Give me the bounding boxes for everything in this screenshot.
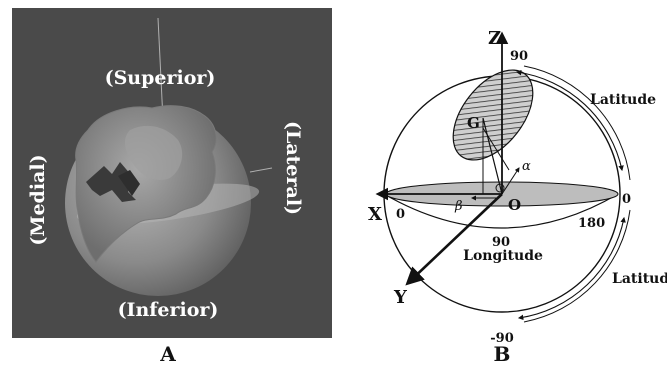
value-lon-180: 180 [578,216,605,231]
latitude-arc-outer [523,65,631,181]
panel-a-caption: A [159,342,176,366]
panel-b: Z X Y O G α β Latitude Latitude Longitud… [368,28,667,346]
latitude-arc-bottom-outer [523,209,631,323]
panel-b-longitude-arc [383,193,619,229]
alpha-arrow [501,167,520,195]
label-lateral: (Lateral) [282,121,304,215]
panel-a-bone-highlight [124,125,183,181]
panel-a: (Superior) (Inferior) (Medial) (Lateral) [12,8,332,338]
axis-label-z: Z [488,28,501,49]
panel-a-axis-line [157,17,164,121]
y-axis [405,193,503,286]
latitude-label-top: Latitude [590,92,656,108]
g-projection [482,127,510,171]
vector-g [482,117,503,195]
angle-label-beta: β [454,199,463,214]
point-label-o: O [508,196,521,214]
label-inferior: (Inferior) [118,299,219,321]
panel-a-dark-structure-2 [118,170,140,196]
value-lat-bottom: -90 [490,331,514,346]
angle-label-alpha: α [522,159,531,174]
latitude-arc-top [515,69,624,172]
axis-label-x: X [368,204,382,225]
label-medial: (Medial) [27,154,49,245]
panel-a-lateral-line [249,167,273,173]
axis-label-y: Y [393,287,408,308]
latitude-arc-bottom [517,216,626,321]
value-lat-zero: 0 [622,192,631,207]
origin-circle [495,183,505,193]
panel-a-bone-surface [75,105,217,263]
value-lon-zero: 0 [396,207,405,222]
value-lon-90: 90 [492,235,510,250]
panel-a-dark-structure [86,162,136,202]
longitude-label: Longitude [463,248,543,264]
latitude-label-bottom: Latitude [612,271,667,287]
panel-b-caption: B [494,342,511,366]
point-label-g: G [467,114,480,132]
label-superior: (Superior) [105,67,216,89]
value-lat-top: 90 [510,49,528,64]
